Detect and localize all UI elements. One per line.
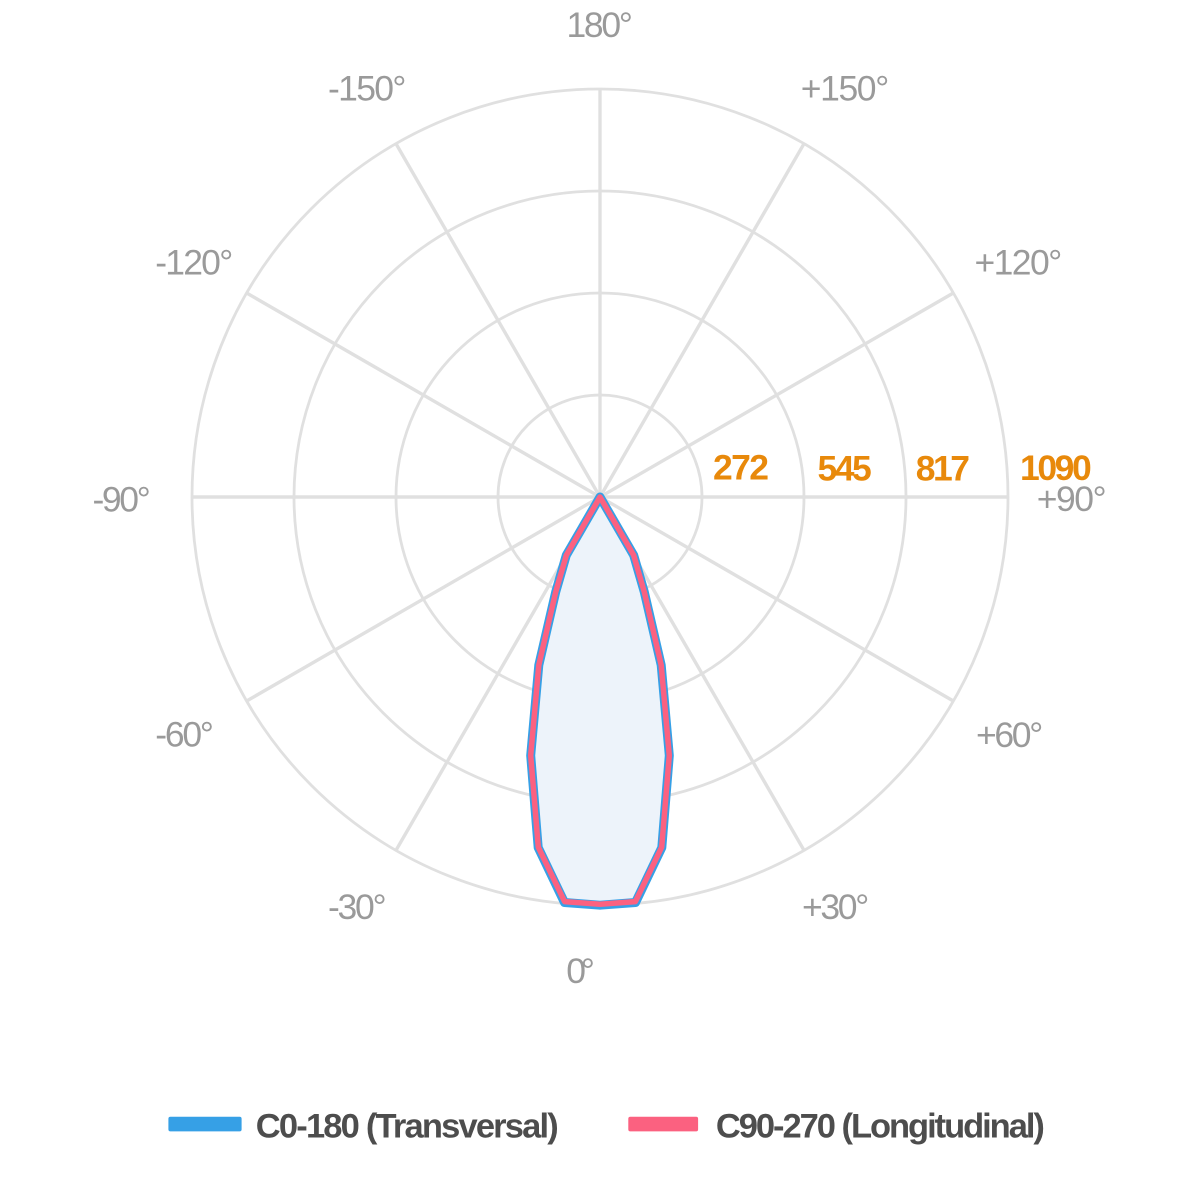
svg-text:+150°: +150° [801, 69, 890, 109]
svg-text:+120°: +120° [975, 242, 1063, 282]
svg-text:180°: 180° [567, 5, 634, 45]
svg-text:0°: 0° [566, 951, 595, 991]
svg-text:-120°: -120° [155, 242, 233, 282]
svg-text:817: 817 [916, 448, 970, 488]
svg-text:272: 272 [713, 448, 769, 488]
svg-text:+60°: +60° [976, 715, 1043, 755]
svg-text:+90°: +90° [1037, 479, 1107, 519]
svg-text:-150°: -150° [328, 69, 407, 109]
svg-text:C90-270 (Longitudinal): C90-270 (Longitudinal) [716, 1108, 1045, 1146]
svg-text:545: 545 [818, 448, 872, 488]
svg-text:-30°: -30° [328, 887, 387, 927]
svg-text:-90°: -90° [93, 480, 151, 520]
svg-text:1090: 1090 [1020, 448, 1092, 488]
svg-text:+30°: +30° [802, 887, 869, 927]
svg-text:-60°: -60° [155, 714, 214, 754]
svg-text:C0-180 (Transversal): C0-180 (Transversal) [256, 1108, 559, 1146]
